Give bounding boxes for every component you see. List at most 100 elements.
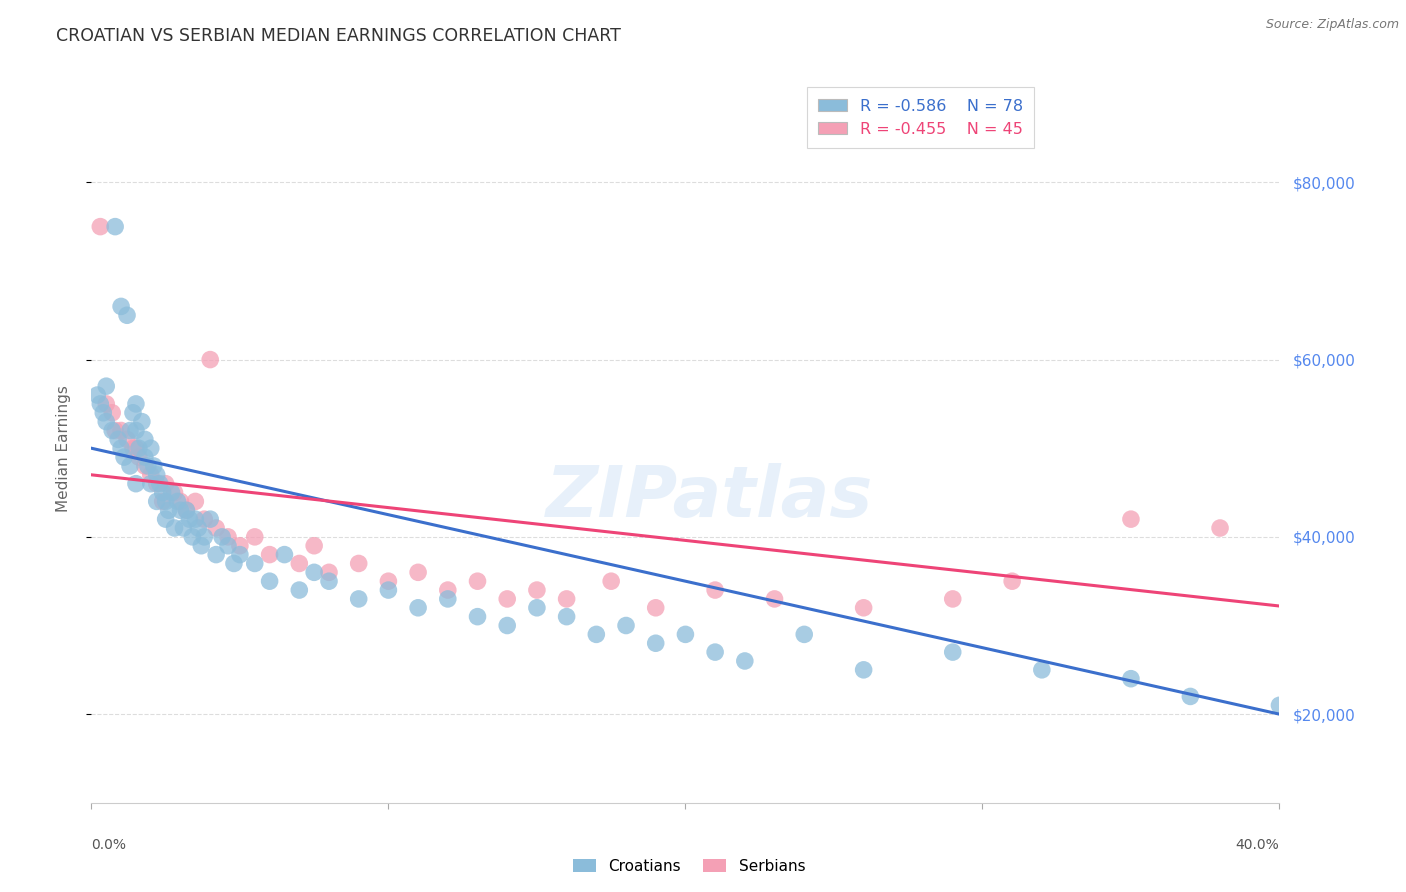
Point [176,503,198,517]
Point [163,521,186,535]
Point [222,557,245,571]
Point [169,503,191,517]
Point [101,406,124,420]
Point [96,379,118,393]
Point [155,476,177,491]
Point [179,512,201,526]
Point [131,415,153,429]
Point [1031,663,1053,677]
Point [89,397,111,411]
Point [115,433,138,447]
Point [184,512,207,526]
Point [145,467,167,482]
Point [673,627,696,641]
Point [467,574,489,589]
Point [96,415,118,429]
Point [704,645,727,659]
Point [163,485,186,500]
Point [347,591,370,606]
Point [406,566,429,580]
Point [205,521,228,535]
Legend: R = -0.586    N = 78, R = -0.455    N = 45: R = -0.586 N = 78, R = -0.455 N = 45 [807,87,1033,148]
Point [118,458,141,473]
Point [1209,521,1232,535]
Point [229,548,252,562]
Point [302,539,325,553]
Point [134,433,156,447]
Point [377,574,399,589]
Point [436,591,458,606]
Point [288,583,311,598]
Point [112,450,135,464]
Point [1268,698,1291,713]
Point [273,548,295,562]
Point [125,476,148,491]
Point [118,424,141,438]
Point [122,406,145,420]
Point [128,442,150,456]
Point [555,591,578,606]
Point [644,636,666,650]
Point [852,600,875,615]
Point [89,219,111,234]
Point [110,424,132,438]
Point [166,494,188,508]
Point [288,557,311,571]
Point [193,512,215,526]
Point [134,450,156,464]
Point [91,406,114,420]
Point [318,566,340,580]
Y-axis label: Median Earnings: Median Earnings [56,384,70,512]
Point [160,485,183,500]
Point [555,609,578,624]
Point [217,530,239,544]
Point [125,424,148,438]
Point [644,600,666,615]
Point [243,557,266,571]
Point [211,530,233,544]
Point [139,476,162,491]
Point [134,458,156,473]
Point [200,352,222,367]
Point [136,458,159,473]
Point [172,521,194,535]
Point [187,521,209,535]
Point [1119,672,1142,686]
Point [193,530,215,544]
Point [1180,690,1202,704]
Point [205,548,228,562]
Point [115,308,138,322]
Point [1119,512,1142,526]
Point [125,442,148,456]
Point [763,591,786,606]
Text: 40.0%: 40.0% [1236,838,1279,852]
Point [436,583,458,598]
Point [176,503,198,517]
Text: ZIPatlas: ZIPatlas [546,463,873,533]
Point [243,530,266,544]
Point [149,476,172,491]
Point [104,424,127,438]
Point [200,512,222,526]
Point [942,645,965,659]
Point [614,618,637,632]
Point [1001,574,1024,589]
Point [101,424,124,438]
Point [190,539,212,553]
Point [217,539,239,553]
Point [467,609,489,624]
Point [302,566,325,580]
Point [181,530,204,544]
Point [259,548,281,562]
Point [142,458,165,473]
Point [128,450,150,464]
Point [125,397,148,411]
Point [347,557,370,571]
Point [107,433,129,447]
Point [600,574,623,589]
Point [852,663,875,677]
Point [155,512,177,526]
Point [229,539,252,553]
Point [145,476,167,491]
Point [110,442,132,456]
